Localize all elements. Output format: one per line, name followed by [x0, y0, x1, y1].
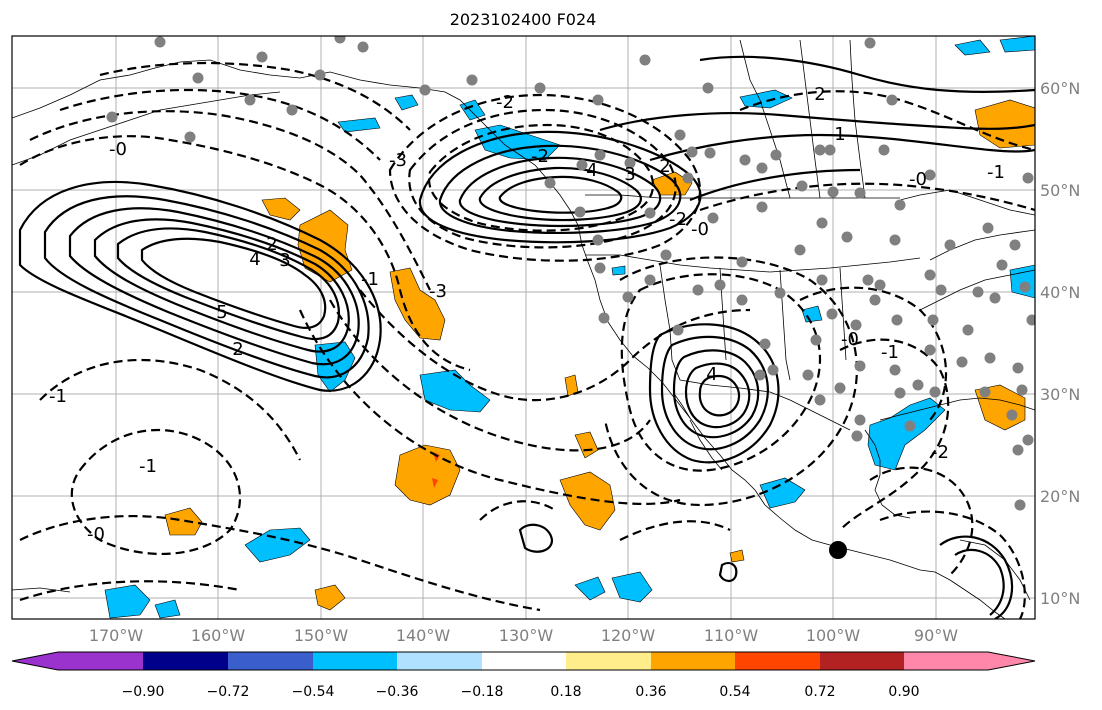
- contour-label: 2: [659, 156, 670, 177]
- highlight-marker: [829, 541, 847, 559]
- longitude-label: 90°W: [914, 626, 958, 645]
- figure-title: 2023102400 F024: [450, 10, 597, 29]
- contour-label: -3: [429, 281, 447, 302]
- colorbar-tick-label: −0.72: [207, 684, 250, 700]
- colorbar-tick-label: 0.90: [888, 684, 919, 700]
- colorbar-segment: [143, 652, 228, 670]
- contour-label: -1: [49, 386, 67, 407]
- longitude-label: 150°W: [294, 626, 349, 645]
- contour-label: 3: [279, 250, 290, 271]
- contour-label: -2: [931, 442, 949, 463]
- latitude-label: 40°N: [1040, 283, 1080, 302]
- colorbar-segment: [651, 652, 735, 670]
- colorbar-segment: [735, 652, 820, 670]
- contour-label: -0: [841, 329, 859, 350]
- colorbar-segment: [313, 652, 397, 670]
- colorbar-tick-label: 0.54: [719, 684, 750, 700]
- longitude-label: 170°W: [89, 626, 144, 645]
- longitude-label: 130°W: [499, 626, 554, 645]
- colorbar-tick-label: 0.18: [550, 684, 581, 700]
- contour-label: 2: [232, 339, 243, 360]
- longitude-label: 110°W: [704, 626, 759, 645]
- contour-label: -1: [139, 456, 157, 477]
- latitude-label: 20°N: [1040, 487, 1080, 506]
- colorbar-tick-label: −0.90: [122, 684, 165, 700]
- contour-label: 5: [216, 302, 227, 323]
- map-area: 5 4 3 2 2 4 3 2 2 4 1 -0 -1 -2 -3 -1 -3 …: [12, 36, 1035, 619]
- dashed-contours: [19, 61, 1035, 619]
- colorbar-segment: [228, 652, 313, 670]
- latitude-label: 30°N: [1040, 385, 1080, 404]
- longitude-label: 120°W: [601, 626, 656, 645]
- contour-label: -2: [669, 209, 687, 230]
- longitude-label: 160°W: [191, 626, 246, 645]
- colorbar-segment: [58, 652, 143, 670]
- contour-label: 3: [624, 164, 635, 185]
- latitude-label: 60°N: [1040, 79, 1080, 98]
- contour-label: -1: [361, 269, 379, 290]
- contour-label: -2: [531, 146, 549, 167]
- colorbar-tick-label: 0.72: [804, 684, 835, 700]
- contour-label: -0: [109, 139, 127, 160]
- station-markers: [106, 36, 1035, 511]
- colorbar-segment: [820, 652, 904, 670]
- longitude-axis: 170°W 160°W 150°W 140°W 130°W 120°W 110°…: [89, 626, 958, 645]
- contour-label: 1: [834, 124, 845, 145]
- contour-label: 4: [586, 160, 597, 181]
- contour-label: 4: [706, 364, 717, 385]
- contour-label: 4: [249, 249, 260, 270]
- solid-contours: [18, 55, 1035, 619]
- colorbar: −0.90 −0.72 −0.54 −0.36 −0.18 0.18 0.36 …: [11, 651, 1036, 700]
- latitude-axis: 60°N 50°N 40°N 30°N 20°N 10°N: [1040, 79, 1080, 608]
- colorbar-tick-label: −0.36: [376, 684, 419, 700]
- contour-label: -0: [909, 169, 927, 190]
- map-frame: [11, 35, 1036, 620]
- contour-label: 2: [266, 234, 277, 255]
- colorbar-segment: [566, 652, 651, 670]
- contour-label: -0: [691, 219, 709, 240]
- latitude-label: 10°N: [1040, 589, 1080, 608]
- latitude-label: 50°N: [1040, 181, 1080, 200]
- contour-label: -0: [87, 524, 105, 545]
- colorbar-segment: [904, 652, 988, 670]
- contour-label: -1: [987, 162, 1005, 183]
- contour-labels: 5 4 3 2 2 4 3 2 2 4 1 -0 -1 -2 -3 -1 -3 …: [49, 84, 1005, 545]
- colorbar-segment: [397, 652, 482, 670]
- colorbar-tick-label: −0.18: [461, 684, 504, 700]
- colorbar-tick-label: 0.36: [635, 684, 666, 700]
- contour-label: -3: [389, 150, 407, 171]
- colorbar-outline: [11, 651, 1036, 671]
- longitude-label: 100°W: [806, 626, 861, 645]
- colorbar-extend-high: [988, 652, 1035, 670]
- contour-label: -1: [881, 342, 899, 363]
- longitude-label: 140°W: [396, 626, 451, 645]
- contour-label: 2: [814, 84, 825, 105]
- contour-label: -2: [496, 92, 514, 113]
- coastlines: [12, 39, 1035, 619]
- colorbar-tick-label: −0.54: [292, 684, 335, 700]
- colorbar-segment: [482, 652, 566, 670]
- colorbar-extend-low: [12, 652, 58, 670]
